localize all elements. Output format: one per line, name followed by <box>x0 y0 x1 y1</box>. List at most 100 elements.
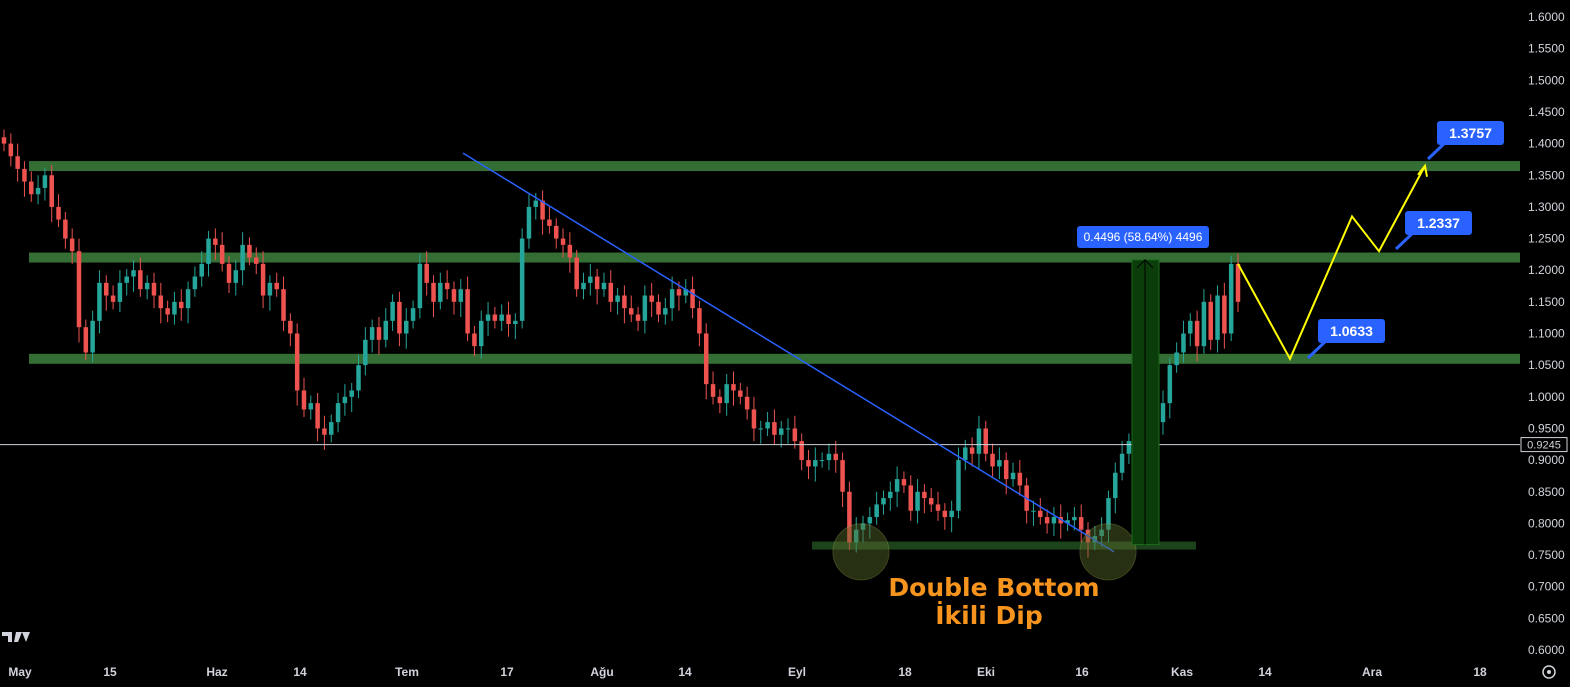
candle-body <box>867 517 873 524</box>
candle-body <box>206 238 211 264</box>
candle-body <box>901 479 907 486</box>
candle-body <box>233 270 239 283</box>
candle-body <box>799 441 804 461</box>
candle-body <box>451 289 457 302</box>
candle-body <box>963 447 968 461</box>
candle-body <box>813 460 818 467</box>
candle-body <box>847 491 852 543</box>
candle-body <box>881 498 886 505</box>
x-tick-label: May <box>8 665 32 679</box>
y-tick-label: 1.3000 <box>1528 200 1565 214</box>
candle-body <box>410 308 416 321</box>
x-tick-label: 18 <box>898 665 912 679</box>
candle-body <box>1072 517 1077 521</box>
candle-body <box>199 263 204 277</box>
candle-body <box>213 238 218 245</box>
candle-body <box>260 263 266 296</box>
candle-body <box>703 333 709 385</box>
candle-body <box>1222 295 1227 334</box>
candle-body <box>615 295 620 302</box>
candle-body <box>424 263 429 283</box>
candle-body <box>935 504 941 511</box>
callout-label-1: 1.2337 <box>1417 215 1460 231</box>
candle-body <box>526 206 532 239</box>
candle-body <box>683 289 689 296</box>
time-axis: May 15 Haz 14 Tem 17 Ağu 14 Eyl 18 Eki 16 Kas 14 Ara 18 <box>8 665 1556 679</box>
callout-label-0: 1.3757 <box>1449 125 1492 141</box>
candle-body <box>547 219 552 226</box>
x-tick-label: Haz <box>206 665 227 679</box>
candle-body <box>335 403 341 423</box>
x-tick-label: 16 <box>1075 665 1089 679</box>
candle-body <box>1160 403 1166 423</box>
y-tick-label: 1.2000 <box>1528 263 1565 277</box>
candle-body <box>1208 301 1213 340</box>
candle-body <box>908 485 914 511</box>
y-tick-label: 1.5500 <box>1528 42 1565 56</box>
x-tick-label: Eyl <box>788 665 806 679</box>
candle-body <box>826 453 832 461</box>
candle-body <box>465 289 470 334</box>
candle-body <box>1092 536 1098 543</box>
candle-body <box>792 428 798 442</box>
candle-body <box>553 225 559 239</box>
y-tick-label: 1.4500 <box>1528 105 1565 119</box>
candle-body <box>1188 320 1193 334</box>
candle-body <box>8 143 14 157</box>
x-tick-label: 14 <box>1258 665 1272 679</box>
candle-body <box>969 447 975 454</box>
price-axis: 0.9245 1.6000 1.5500 1.5000 1.4500 1.4000 1.35… <box>1520 10 1568 657</box>
last-price-label: 0.9245 <box>1527 440 1561 452</box>
x-tick-label: 14 <box>678 665 692 679</box>
candle-body <box>179 301 184 309</box>
last-price-box <box>1520 437 1568 453</box>
zone-1 <box>29 252 1520 263</box>
candle-body <box>158 295 164 309</box>
candle-body <box>63 219 68 239</box>
candle-body <box>649 295 654 302</box>
candle-body <box>588 276 593 283</box>
candle-body <box>533 200 539 207</box>
candle-body <box>1106 498 1111 530</box>
candle-body <box>1 137 7 144</box>
candle-body <box>138 270 143 290</box>
candle-body <box>322 428 327 435</box>
candle-body <box>29 181 34 195</box>
candle-body <box>417 263 423 309</box>
y-tick-label: 1.0500 <box>1528 358 1565 372</box>
y-tick-label: 0.7500 <box>1528 548 1565 562</box>
candle-body <box>383 320 389 340</box>
candle-body <box>819 460 825 462</box>
candle-body <box>403 320 409 334</box>
candle-body <box>35 187 41 195</box>
x-tick-label: 18 <box>1473 665 1487 679</box>
candle-body <box>765 422 770 429</box>
candle-body <box>1194 320 1200 347</box>
candle-body <box>656 301 661 315</box>
candle-body <box>574 257 579 290</box>
candle-body <box>690 289 695 309</box>
callout-label-2: 1.0633 <box>1330 323 1373 339</box>
candle-body <box>594 276 600 290</box>
candle-body <box>1051 517 1057 524</box>
candle-body <box>397 301 402 334</box>
candle-body <box>226 263 232 283</box>
candle-body <box>894 479 900 492</box>
candle-body <box>90 320 95 353</box>
candle-body <box>499 314 504 321</box>
x-tick-label: Ağu <box>590 665 613 679</box>
candle-body <box>1174 352 1179 366</box>
candle-body <box>758 428 764 430</box>
x-tick-label: 15 <box>103 665 117 679</box>
candle-body <box>717 396 723 404</box>
candle-body <box>874 504 879 518</box>
candle-body <box>772 422 777 435</box>
candle-body <box>185 289 191 309</box>
y-tick-label: 0.6000 <box>1528 643 1565 657</box>
candle-body <box>1078 517 1084 530</box>
candle-body <box>888 491 893 499</box>
logo-icon <box>2 632 30 642</box>
candle-body <box>349 390 354 397</box>
candlestick-series <box>1 129 1241 558</box>
